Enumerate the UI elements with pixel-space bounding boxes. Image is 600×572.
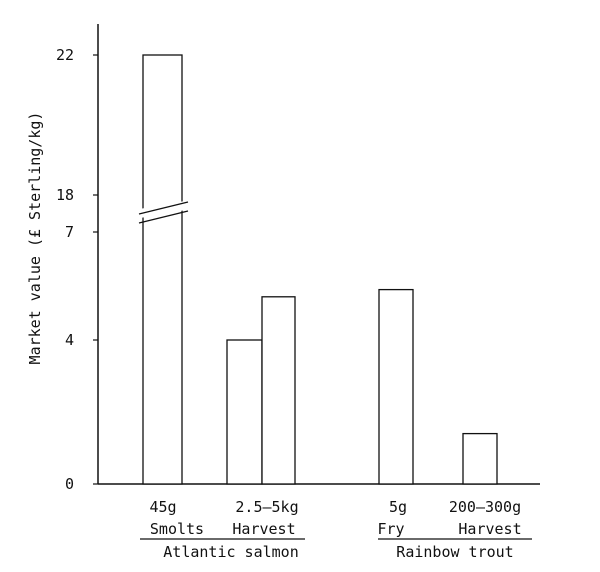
y-axis-label: Market value (£ Sterling/kg)	[26, 112, 44, 365]
category-label: 45g	[149, 498, 176, 516]
bar	[227, 340, 262, 484]
bar	[379, 290, 413, 484]
bars	[139, 55, 497, 484]
y-tick-label: 22	[56, 46, 74, 64]
y-tick-label: 0	[65, 475, 74, 493]
x-labels: 45g 2.5–5kg 5g 200–300g Smolts Harvest Fry Harv…	[140, 498, 532, 561]
category-label: 200–300g	[449, 498, 521, 516]
bar	[262, 297, 295, 484]
y-tick-label: 18	[56, 186, 74, 204]
stage-label: Fry	[377, 520, 404, 538]
bar	[463, 434, 497, 484]
category-label: 5g	[389, 498, 407, 516]
species-label: Rainbow trout	[396, 543, 513, 561]
y-tick-label: 4	[65, 331, 74, 349]
stage-label: Harvest	[232, 520, 295, 538]
bar	[143, 55, 182, 484]
stage-label: Harvest	[458, 520, 521, 538]
y-ticks: 0 4 7 18 22	[56, 46, 98, 493]
stage-label: Smolts	[150, 520, 204, 538]
category-label: 2.5–5kg	[235, 498, 298, 516]
species-label: Atlantic salmon	[163, 543, 298, 561]
y-tick-label: 7	[65, 223, 74, 241]
